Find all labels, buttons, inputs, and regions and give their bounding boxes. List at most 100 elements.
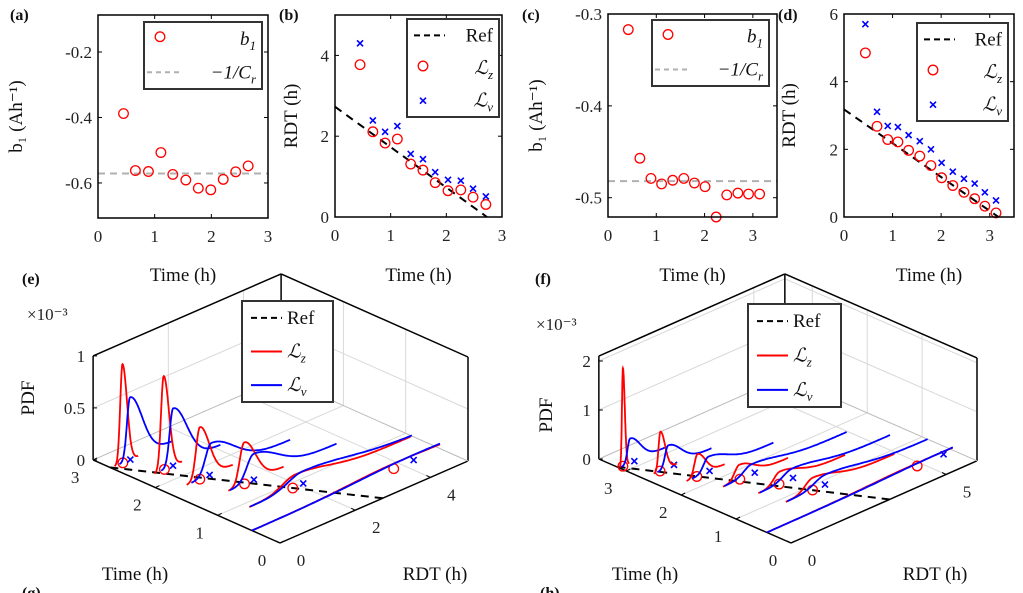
data-point-circle	[743, 188, 754, 200]
data-point-cross	[381, 128, 389, 136]
data-point-circle	[871, 120, 883, 132]
legend-label-sub: 1	[757, 36, 764, 51]
y-tick-label: -0.5	[575, 189, 602, 208]
legend-label: ℒv	[793, 380, 813, 404]
data-point-circle	[667, 174, 679, 186]
time-tick-label: 1	[714, 527, 723, 546]
data-point-cross	[949, 168, 957, 176]
ref-line	[843, 108, 1000, 218]
axis-edge	[92, 273, 282, 357]
y-axis-label: RDT (h)	[903, 564, 968, 585]
lv-pdf-curve	[251, 442, 441, 532]
legend-label: ℒv	[983, 95, 1003, 119]
legend-label: ℒv	[287, 375, 307, 399]
y-axis-label: RDT (h)	[779, 83, 800, 148]
panel-label: (a)	[10, 7, 29, 24]
data-point-cross	[894, 123, 902, 131]
data-point-cross	[905, 131, 913, 139]
x-tick-label: 3	[985, 226, 994, 245]
panel-label-g: (g)	[22, 585, 41, 593]
data-point-circle	[892, 136, 904, 148]
grid-line	[243, 393, 431, 478]
panel-label: (c)	[522, 7, 540, 24]
lv-estimate-cross	[410, 456, 418, 464]
y-tick-label: 2	[321, 127, 330, 146]
data-point-circle	[859, 47, 871, 59]
y-tick-label: -0.4	[65, 108, 92, 127]
legend-label: Ref	[975, 29, 1003, 50]
time-tick-label: 0	[258, 551, 267, 570]
data-point-circle	[192, 182, 204, 194]
data-point-cross	[407, 150, 415, 158]
data-point-cross	[981, 188, 989, 196]
lz-pdf-curve	[248, 435, 411, 508]
r-tick	[786, 540, 792, 544]
data-point-cross	[356, 39, 364, 47]
y-tick-label: 4	[830, 73, 839, 92]
data-point-circle	[699, 181, 711, 193]
legend-label-main: ℒ	[983, 95, 998, 116]
rdt-tick-label: 0	[808, 551, 817, 570]
legend-label: ℒz	[287, 342, 306, 366]
legend-cross-icon	[929, 101, 937, 109]
legend-label-sub: z	[300, 351, 306, 366]
axis-edge	[784, 273, 978, 359]
data-point-circle	[455, 184, 467, 196]
data-point-cross	[960, 175, 968, 183]
data-point-circle	[205, 184, 217, 196]
data-point-circle	[622, 24, 634, 36]
data-point-circle	[367, 126, 379, 138]
pdf-tick-label: 1	[77, 347, 86, 366]
rdt-tick-label: 5	[963, 483, 972, 502]
data-point-cross	[457, 177, 465, 185]
x-tick-label: 1	[652, 226, 661, 245]
y-axis-label: b₁ (Ah⁻¹)	[6, 80, 27, 152]
legend-label-main: b	[747, 27, 757, 48]
t-tick	[626, 468, 631, 472]
data-point-cross	[482, 192, 490, 200]
legend: b1 −1/Cr	[651, 19, 770, 87]
grid-line	[168, 426, 356, 511]
lv-pdf-curve	[724, 431, 847, 487]
ref-line	[109, 466, 383, 500]
legend-circle-icon	[927, 64, 939, 76]
pdf-tick-label: 0.5	[64, 399, 85, 418]
data-point-cross	[938, 159, 946, 167]
x-tick-label: 1	[888, 226, 897, 245]
y-tick-label: 6	[830, 5, 839, 24]
panel-label: (b)	[279, 7, 299, 24]
lv-estimate-cross	[169, 462, 177, 470]
lv-pdf-curve	[766, 446, 954, 534]
x-axis-label: Time (h)	[385, 265, 451, 286]
axes-box	[334, 14, 503, 218]
axes-box	[97, 14, 269, 219]
grid-line	[680, 412, 868, 496]
legend-label: Ref	[287, 308, 315, 329]
axes-box	[843, 13, 1015, 218]
data-point-circle	[958, 186, 970, 198]
legend-label-sub: v	[996, 104, 1002, 119]
axis-edge	[92, 459, 281, 544]
x-tick-label: 3	[749, 226, 758, 245]
axis-edge	[279, 460, 469, 544]
legend-label: b1	[240, 29, 256, 53]
data-point-circle	[180, 174, 192, 186]
t-tick	[217, 512, 222, 516]
legend: b1 −1/Cr	[143, 21, 263, 90]
legend-label-sub: r	[251, 71, 257, 86]
data-point-cross	[992, 196, 1000, 204]
y-tick-label: 4	[321, 46, 330, 65]
data-point-circle	[217, 173, 229, 185]
data-point-cross	[873, 108, 881, 116]
ref-line	[334, 105, 488, 218]
t-tick	[155, 485, 160, 489]
data-point-circle	[678, 172, 690, 184]
data-point-circle	[242, 160, 254, 172]
time-tick-label: 1	[195, 523, 204, 542]
